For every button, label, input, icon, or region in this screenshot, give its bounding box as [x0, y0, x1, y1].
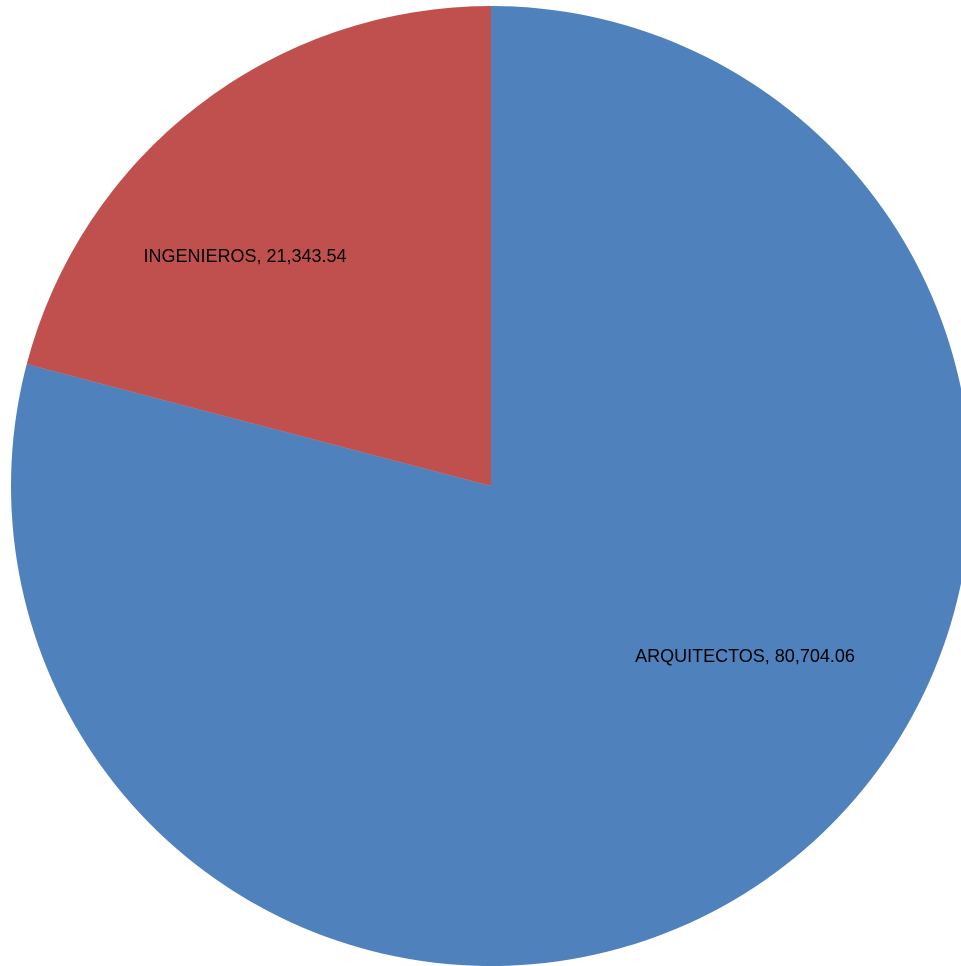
labels-layer: ARQUITECTOS, 80,704.06 INGENIEROS, 21,343… — [143, 246, 854, 666]
slices-layer — [11, 6, 961, 966]
pie-slice-arquitectos — [11, 6, 961, 966]
data-label-arquitectos: ARQUITECTOS, 80,704.06 — [635, 646, 855, 666]
data-label-ingenieros: INGENIEROS, 21,343.54 — [143, 246, 346, 266]
pie-slice-ingenieros — [26, 6, 491, 486]
